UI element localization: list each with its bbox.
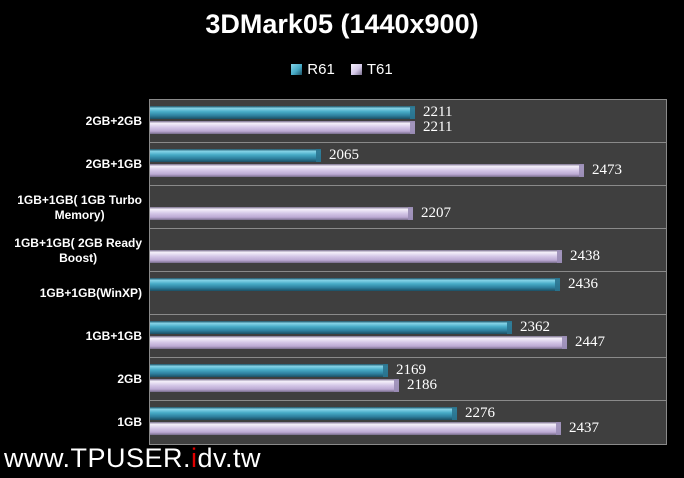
bar-r61 bbox=[150, 106, 415, 119]
bar-t61 bbox=[150, 422, 561, 435]
bar-r61 bbox=[150, 407, 457, 420]
data-label: 2169 bbox=[396, 362, 426, 378]
bar-t61 bbox=[150, 336, 567, 349]
legend-marker-t61-icon bbox=[350, 64, 362, 75]
category-band: 2276 2437 bbox=[150, 401, 666, 444]
bar-end-cap bbox=[410, 121, 415, 134]
bar-end-cap bbox=[452, 407, 457, 420]
footer-prefix: www.TPUSER. bbox=[4, 443, 192, 473]
data-label: 2211 bbox=[423, 104, 453, 120]
data-label: 2276 bbox=[465, 405, 495, 421]
bar-r61 bbox=[150, 278, 560, 291]
category-label-text: 2GB+2GB bbox=[85, 114, 142, 128]
data-label: 2437 bbox=[569, 420, 599, 436]
bar-end-cap bbox=[394, 379, 399, 392]
category-band: 2438 bbox=[150, 229, 666, 272]
category-label-text: 2GB+1GB bbox=[85, 157, 142, 171]
legend-marker-r61-icon bbox=[291, 64, 303, 75]
category-labels: 2GB+2GB 2GB+1GB 1GB+1GB( 1GB Turbo Memory)… bbox=[0, 100, 144, 444]
category-label-text: 1GB+1GB( 1GB Turbo Memory) bbox=[17, 192, 142, 222]
bar-end-cap bbox=[556, 422, 561, 435]
bar-r61 bbox=[150, 149, 321, 162]
category-label-text: 1GB+1GB( 2GB Ready Boost) bbox=[14, 235, 142, 265]
data-label: 2207 bbox=[421, 205, 451, 221]
category-label: 2GB+2GB bbox=[0, 100, 142, 143]
legend: R61 T61 bbox=[0, 61, 684, 78]
data-label: 2473 bbox=[592, 162, 622, 178]
category-label-text: 1GB+1GB bbox=[85, 329, 142, 343]
legend-item-t61: T61 bbox=[350, 61, 393, 78]
bar-end-cap bbox=[316, 149, 321, 162]
category-band: 2169 2186 bbox=[150, 358, 666, 401]
bar-end-cap bbox=[383, 364, 388, 377]
category-label: 1GB+1GB( 2GB Ready Boost) bbox=[0, 229, 142, 272]
bar-t61 bbox=[150, 379, 399, 392]
data-label: 2438 bbox=[570, 248, 600, 264]
bar-end-cap bbox=[408, 207, 413, 220]
bar-end-cap bbox=[562, 336, 567, 349]
category-label: 1GB+1GB(WinXP) bbox=[0, 272, 142, 315]
plot-area: 2211 2211 2065 2473 2207 2438 2436 2362 2447 2169… bbox=[149, 99, 667, 445]
category-band: 2207 bbox=[150, 186, 666, 229]
bar-r61 bbox=[150, 364, 388, 377]
category-band: 2362 2447 bbox=[150, 315, 666, 358]
bar-end-cap bbox=[557, 250, 562, 263]
category-label: 1GB+1GB bbox=[0, 315, 142, 358]
footer-watermark: www.TPUSER.idv.tw bbox=[4, 443, 261, 474]
category-band: 2211 2211 bbox=[150, 100, 666, 143]
data-label: 2211 bbox=[423, 119, 453, 135]
footer-suffix: dv.tw bbox=[197, 443, 262, 473]
legend-label-t61: T61 bbox=[366, 61, 393, 78]
bar-end-cap bbox=[579, 164, 584, 177]
data-label: 2186 bbox=[407, 377, 437, 393]
bar-r61 bbox=[150, 321, 512, 334]
category-band: 2436 bbox=[150, 272, 666, 315]
data-label: 2362 bbox=[520, 319, 550, 335]
bar-t61 bbox=[150, 207, 413, 220]
category-band: 2065 2473 bbox=[150, 143, 666, 186]
bar-end-cap bbox=[410, 106, 415, 119]
category-label-text: 2GB bbox=[117, 372, 142, 386]
legend-label-r61: R61 bbox=[307, 61, 335, 78]
bar-t61 bbox=[150, 121, 415, 134]
chart-title: 3DMark05 (1440x900) bbox=[205, 9, 479, 39]
bar-t61 bbox=[150, 164, 584, 177]
category-label: 2GB+1GB bbox=[0, 143, 142, 186]
data-label: 2447 bbox=[575, 334, 605, 350]
data-label: 2065 bbox=[329, 147, 359, 163]
bar-end-cap bbox=[507, 321, 512, 334]
legend-item-r61: R61 bbox=[291, 61, 335, 78]
category-label: 1GB bbox=[0, 401, 142, 444]
footer-accent-letter: i bbox=[191, 443, 198, 473]
data-label: 2436 bbox=[568, 276, 598, 292]
category-label: 1GB+1GB( 1GB Turbo Memory) bbox=[0, 186, 142, 229]
bar-end-cap bbox=[555, 278, 560, 291]
bar-t61 bbox=[150, 250, 562, 263]
category-label-text: 1GB bbox=[117, 415, 142, 429]
category-label: 2GB bbox=[0, 358, 142, 401]
category-label-text: 1GB+1GB(WinXP) bbox=[39, 286, 142, 300]
